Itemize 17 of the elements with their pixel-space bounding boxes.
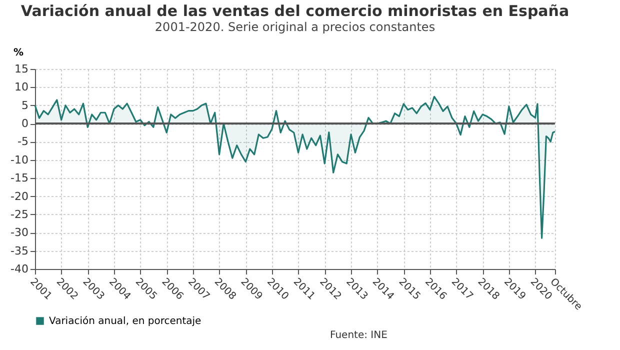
y-tick-label: -20 [10,190,28,203]
y-tick-label: -35 [10,244,28,258]
y-axis-title: % [14,48,24,58]
chart-title: Variación anual de las ventas del comercio minoristas en España [20,2,570,20]
y-tick-label: 5 [22,98,28,112]
y-tick-label: 10 [14,80,28,94]
legend-label: Variación anual, en porcentaje [49,316,202,327]
y-tick-label: -5 [18,135,28,148]
source-note: Fuente: INE [330,330,388,341]
chart-subtitle: 2001-2020. Serie original a precios constantes [154,20,436,34]
y-tick-label: -30 [10,226,28,240]
y-tick-label: -25 [10,208,28,221]
y-tick-label: -15 [10,172,28,185]
y-tick-label: 0 [22,117,28,130]
y-tick-label: -40 [10,262,28,276]
y-tick-label: -10 [10,153,28,166]
y-tick-label: 15 [14,62,28,76]
